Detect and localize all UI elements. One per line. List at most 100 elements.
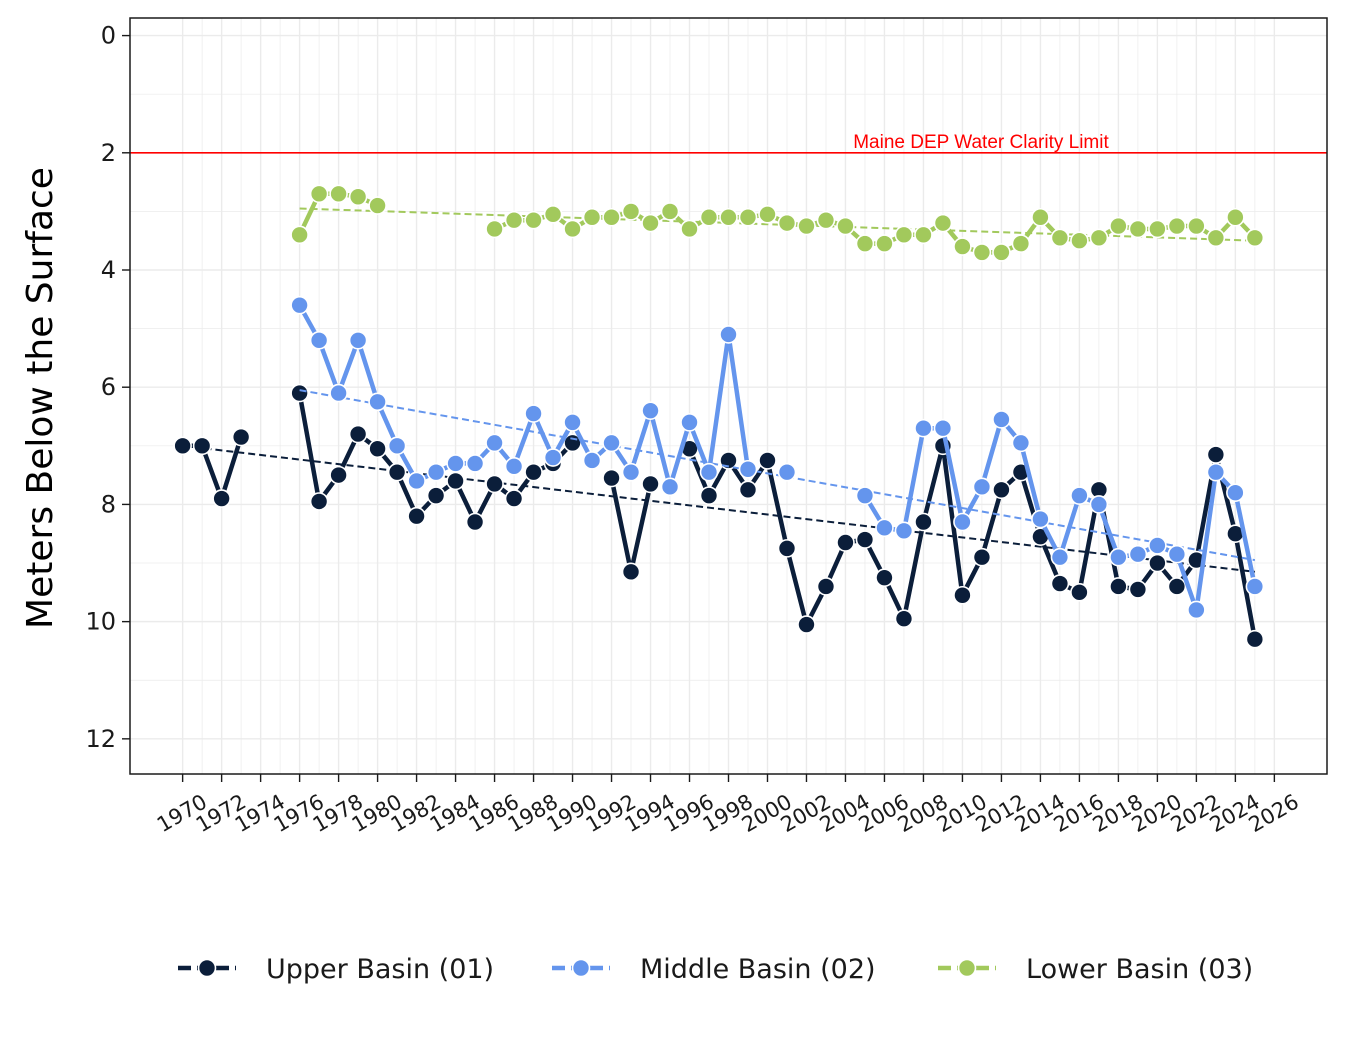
data-point [738, 207, 758, 227]
y-axis-label: Meters Below the Surface [20, 167, 61, 629]
data-point [836, 533, 855, 552]
data-point [348, 331, 368, 350]
data-point [875, 234, 894, 253]
data-point [192, 436, 212, 456]
series-2 [290, 295, 1265, 620]
data-point [173, 436, 192, 456]
data-point [1050, 574, 1070, 593]
data-point [582, 207, 602, 227]
data-point [933, 213, 953, 233]
data-point [953, 585, 972, 605]
data-point [309, 331, 329, 350]
data-point [758, 451, 777, 470]
data-point [1070, 583, 1089, 602]
data-point [485, 474, 504, 494]
data-point [1148, 219, 1167, 239]
series-3 [290, 184, 1265, 262]
data-point [641, 213, 660, 233]
data-point [1148, 536, 1167, 555]
data-point [543, 205, 563, 224]
legend-label: Middle Basin (02) [640, 954, 876, 985]
legend-key-point [957, 958, 977, 978]
data-point [504, 457, 524, 476]
data-point [680, 413, 699, 432]
data-point [699, 486, 719, 505]
data-point [329, 383, 348, 403]
data-point [699, 462, 719, 482]
data-point [1128, 580, 1148, 599]
data-point [1187, 216, 1206, 236]
data-point [1245, 228, 1265, 248]
data-point [563, 413, 582, 432]
data-point [621, 462, 641, 482]
data-point [524, 210, 543, 230]
data-point [777, 462, 797, 482]
grid [130, 18, 1327, 774]
data-point [875, 568, 894, 587]
data-point [446, 454, 465, 473]
data-point [855, 530, 875, 549]
data-point [309, 184, 329, 204]
data-point [1109, 547, 1128, 567]
data-point [1245, 577, 1265, 596]
data-point [1128, 219, 1148, 239]
series-1 [173, 383, 1265, 649]
data-point [563, 219, 582, 239]
data-point [1167, 577, 1187, 596]
data-point [738, 459, 758, 479]
data-point [777, 539, 797, 558]
data-point [602, 468, 621, 488]
data-point [972, 477, 992, 497]
trend-line [299, 389, 1256, 562]
data-point [309, 492, 329, 511]
data-point [1070, 231, 1089, 250]
data-point [972, 243, 992, 262]
data-point [972, 547, 992, 567]
data-point [407, 471, 426, 491]
data-point [504, 489, 524, 508]
legend-item: Middle Basin (02) [552, 954, 876, 985]
data-point [348, 424, 368, 444]
data-point [738, 480, 758, 500]
data-point [1226, 483, 1245, 502]
data-point [1050, 228, 1070, 248]
data-point [758, 205, 777, 224]
data-point [1109, 216, 1128, 236]
legend-label: Upper Basin (01) [266, 954, 494, 985]
data-point [465, 454, 485, 473]
data-point [1206, 228, 1226, 248]
data-point [212, 489, 231, 508]
data-point [504, 210, 524, 230]
data-point [914, 512, 933, 532]
data-point [1109, 577, 1128, 596]
data-point [660, 202, 680, 221]
data-point [914, 418, 933, 438]
y-tick-label: 2 [101, 139, 116, 167]
data-point [407, 506, 426, 526]
data-point [602, 433, 621, 453]
data-point [426, 486, 446, 505]
y-tick-label: 6 [101, 373, 116, 401]
data-point [524, 404, 543, 423]
legend-label: Lower Basin (03) [1026, 954, 1253, 985]
data-point [719, 325, 738, 344]
legend-item: Upper Basin (01) [178, 954, 494, 985]
data-point [914, 225, 933, 245]
data-point [1167, 216, 1187, 236]
data-point [329, 465, 348, 485]
data-point [485, 219, 504, 239]
data-point [816, 577, 836, 596]
data-point [992, 243, 1011, 262]
data-point [719, 207, 738, 227]
legend-item: Lower Basin (03) [938, 954, 1253, 985]
data-point [1226, 207, 1245, 227]
y-tick-label: 10 [85, 608, 116, 636]
data-point [1070, 486, 1089, 505]
data-point [582, 451, 602, 470]
y-tick-label: 12 [85, 725, 116, 753]
data-point [387, 436, 407, 456]
data-point [1089, 228, 1109, 248]
data-point [992, 480, 1011, 500]
data-point [290, 295, 309, 315]
